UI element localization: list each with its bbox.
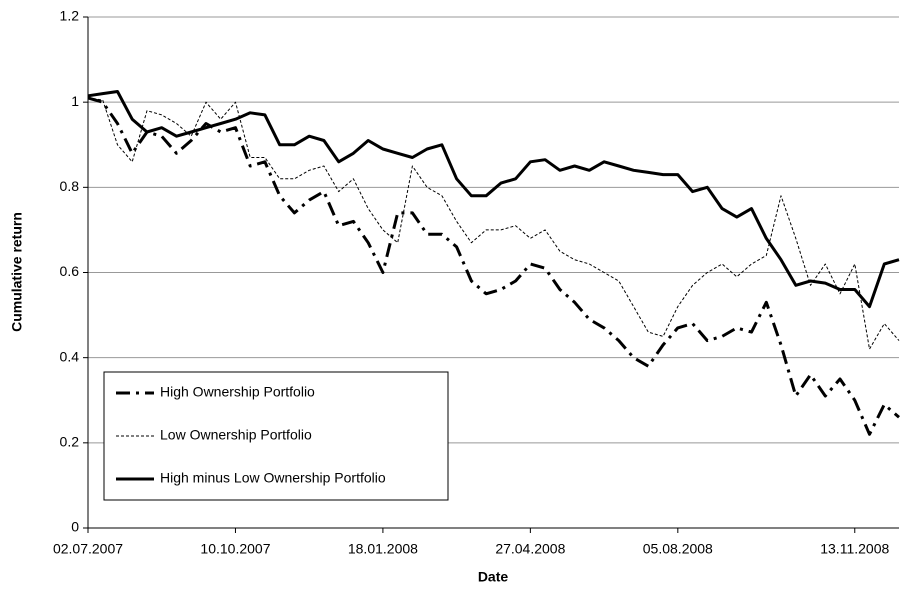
y-tick-label: 1 [71,93,79,109]
series-line [87,97,900,350]
x-tick-label: 10.10.2007 [200,541,270,557]
x-tick-label: 05.08.2008 [643,541,713,557]
x-tick-label: 18.01.2008 [348,541,418,557]
x-axis-title: Date [478,569,509,585]
y-tick-label: 0.4 [60,348,80,364]
x-tick-label: 02.07.2007 [53,541,123,557]
x-tick-label: 27.04.2008 [495,541,565,557]
series-line [87,96,900,436]
y-tick-label: 0.8 [60,178,80,194]
y-tick-label: 1.2 [60,8,80,24]
y-tick-label: 0.2 [60,434,80,450]
legend-label: High Ownership Portfolio [160,384,315,400]
series-line [87,90,900,309]
y-tick-label: 0.6 [60,263,80,279]
legend: High Ownership Portfolio Low Ownership Po… [103,371,449,501]
legend-box [103,371,449,501]
y-axis-title: Cumulative return [9,212,25,332]
x-tick-label: 13.11.2008 [820,541,889,557]
legend-label: Low Ownership Portfolio [160,427,312,443]
y-tick-label: 0 [71,519,79,535]
legend-label: High minus Low Ownership Portfolio [160,470,386,486]
